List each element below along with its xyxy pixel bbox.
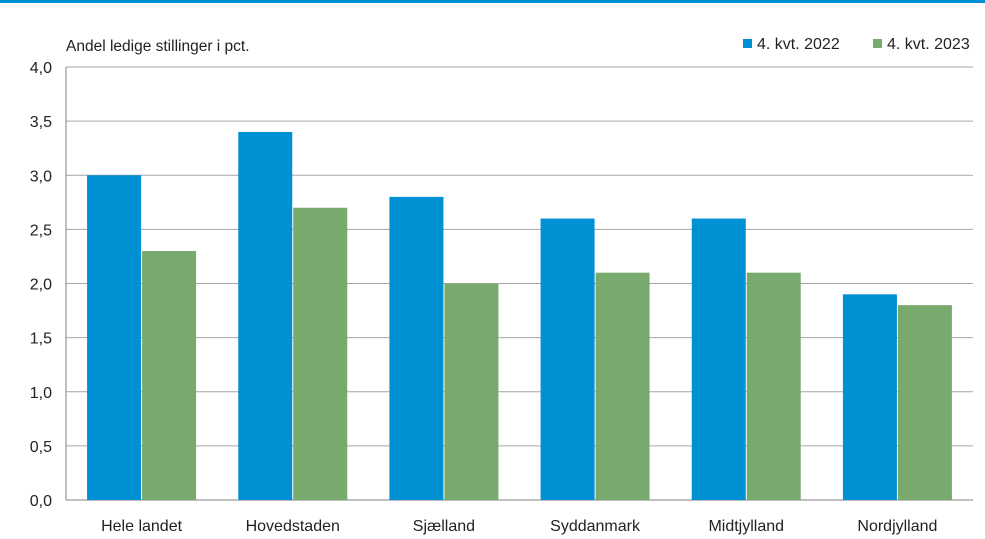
legend-label-2022: 4. kvt. 2022 — [757, 36, 840, 53]
bar-2023 — [897, 305, 952, 500]
y-tick-label: 3,5 — [30, 114, 52, 131]
y-tick-label: 3,0 — [30, 168, 52, 185]
y-tick-label: 1,5 — [30, 331, 52, 348]
y-axis-ticks: 0,0 0,5 1,0 1,5 2,0 2,5 3,0 3,5 4,0 — [30, 60, 52, 510]
bar-2022 — [87, 175, 142, 500]
bar-2022 — [842, 294, 897, 500]
x-tick-label: Sjælland — [413, 518, 475, 535]
x-tick-label: Nordjylland — [857, 518, 937, 535]
y-tick-label: 0,0 — [30, 493, 52, 510]
y-axis-label: Andel ledige stillinger i pct. — [66, 38, 250, 55]
y-tick-label: 0,5 — [30, 439, 52, 456]
top-rule — [0, 0, 985, 3]
x-tick-label: Hele landet — [101, 518, 183, 535]
bar-2023 — [746, 272, 801, 500]
bar-2023 — [444, 283, 499, 500]
y-tick-label: 2,5 — [30, 222, 52, 239]
y-tick-label: 2,0 — [30, 277, 52, 294]
x-tick-label: Hovedstaden — [246, 518, 340, 535]
bar-2023 — [293, 207, 348, 500]
legend: 4. kvt. 2022 4. kvt. 2023 — [743, 36, 970, 53]
legend-swatch-2022 — [743, 39, 752, 48]
bar-2022 — [691, 218, 746, 501]
bars — [87, 131, 952, 501]
legend-swatch-2023 — [873, 39, 882, 48]
gridlines — [65, 66, 973, 501]
y-tick-label: 4,0 — [30, 60, 52, 77]
bar-2022 — [389, 196, 444, 500]
bar-2022 — [540, 218, 595, 501]
x-tick-label: Syddanmark — [550, 518, 641, 535]
bar-2023 — [595, 272, 650, 500]
x-tick-label: Midtjylland — [708, 518, 784, 535]
y-tick-label: 1,0 — [30, 385, 52, 402]
x-axis-ticks: Hele landet Hovedstaden Sjælland Syddanmark… — [101, 518, 937, 535]
legend-label-2023: 4. kvt. 2023 — [887, 36, 970, 53]
bar-2022 — [238, 131, 293, 500]
bar-2023 — [142, 251, 197, 500]
